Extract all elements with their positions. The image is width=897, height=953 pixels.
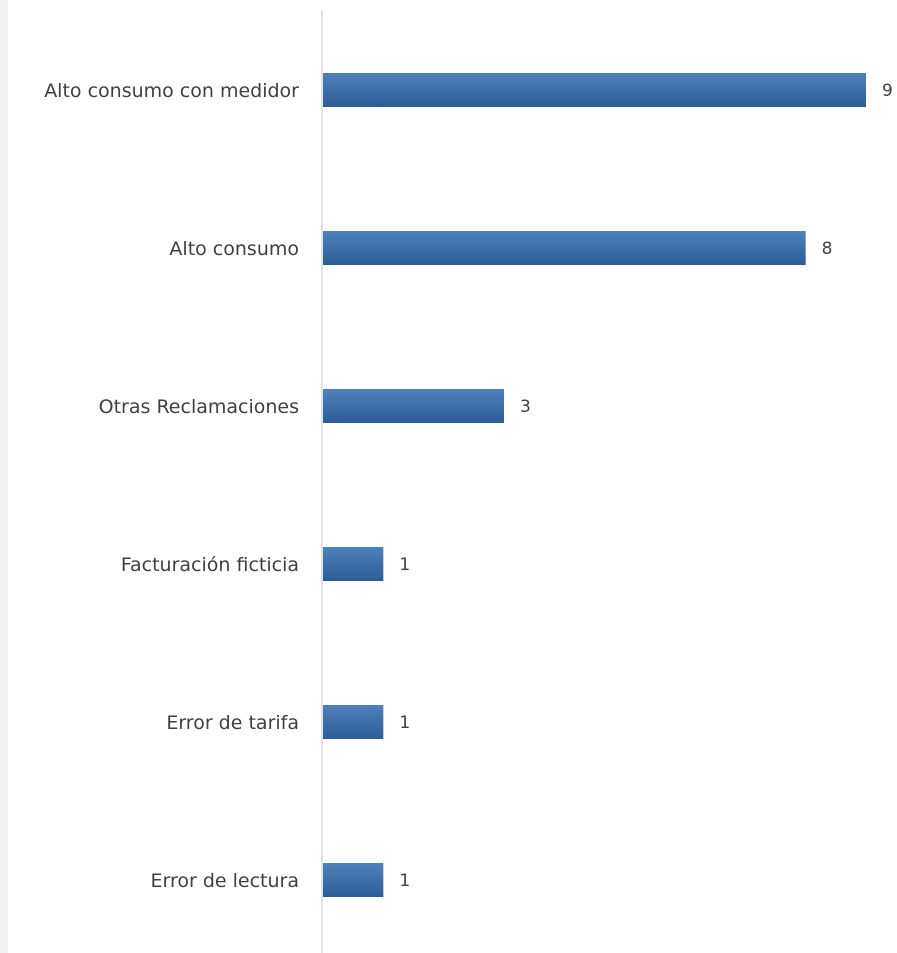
category-label: Alto consumo con medidor <box>44 80 299 102</box>
bar <box>323 389 504 423</box>
bar <box>323 863 384 897</box>
category-label: Error de tarifa <box>166 712 299 734</box>
value-labels: 9 8 3 1 1 1 <box>399 81 892 891</box>
category-label: Facturación ficticia <box>121 554 299 576</box>
data-label: 3 <box>520 397 531 417</box>
category-labels: Alto consumo con medidor Alto consumo Otra… <box>44 80 299 892</box>
bar <box>323 705 384 739</box>
bars-group <box>323 73 866 897</box>
bar <box>323 231 806 265</box>
left-edge-strip <box>0 0 8 953</box>
category-label: Error de lectura <box>150 870 299 892</box>
data-label: 1 <box>399 555 410 575</box>
category-label: Alto consumo <box>169 238 299 260</box>
data-label: 1 <box>399 871 410 891</box>
data-label: 8 <box>822 239 833 259</box>
bar <box>323 73 866 107</box>
data-label: 1 <box>399 713 410 733</box>
bar <box>323 547 384 581</box>
category-label: Otras Reclamaciones <box>99 396 299 418</box>
data-label: 9 <box>882 81 893 101</box>
